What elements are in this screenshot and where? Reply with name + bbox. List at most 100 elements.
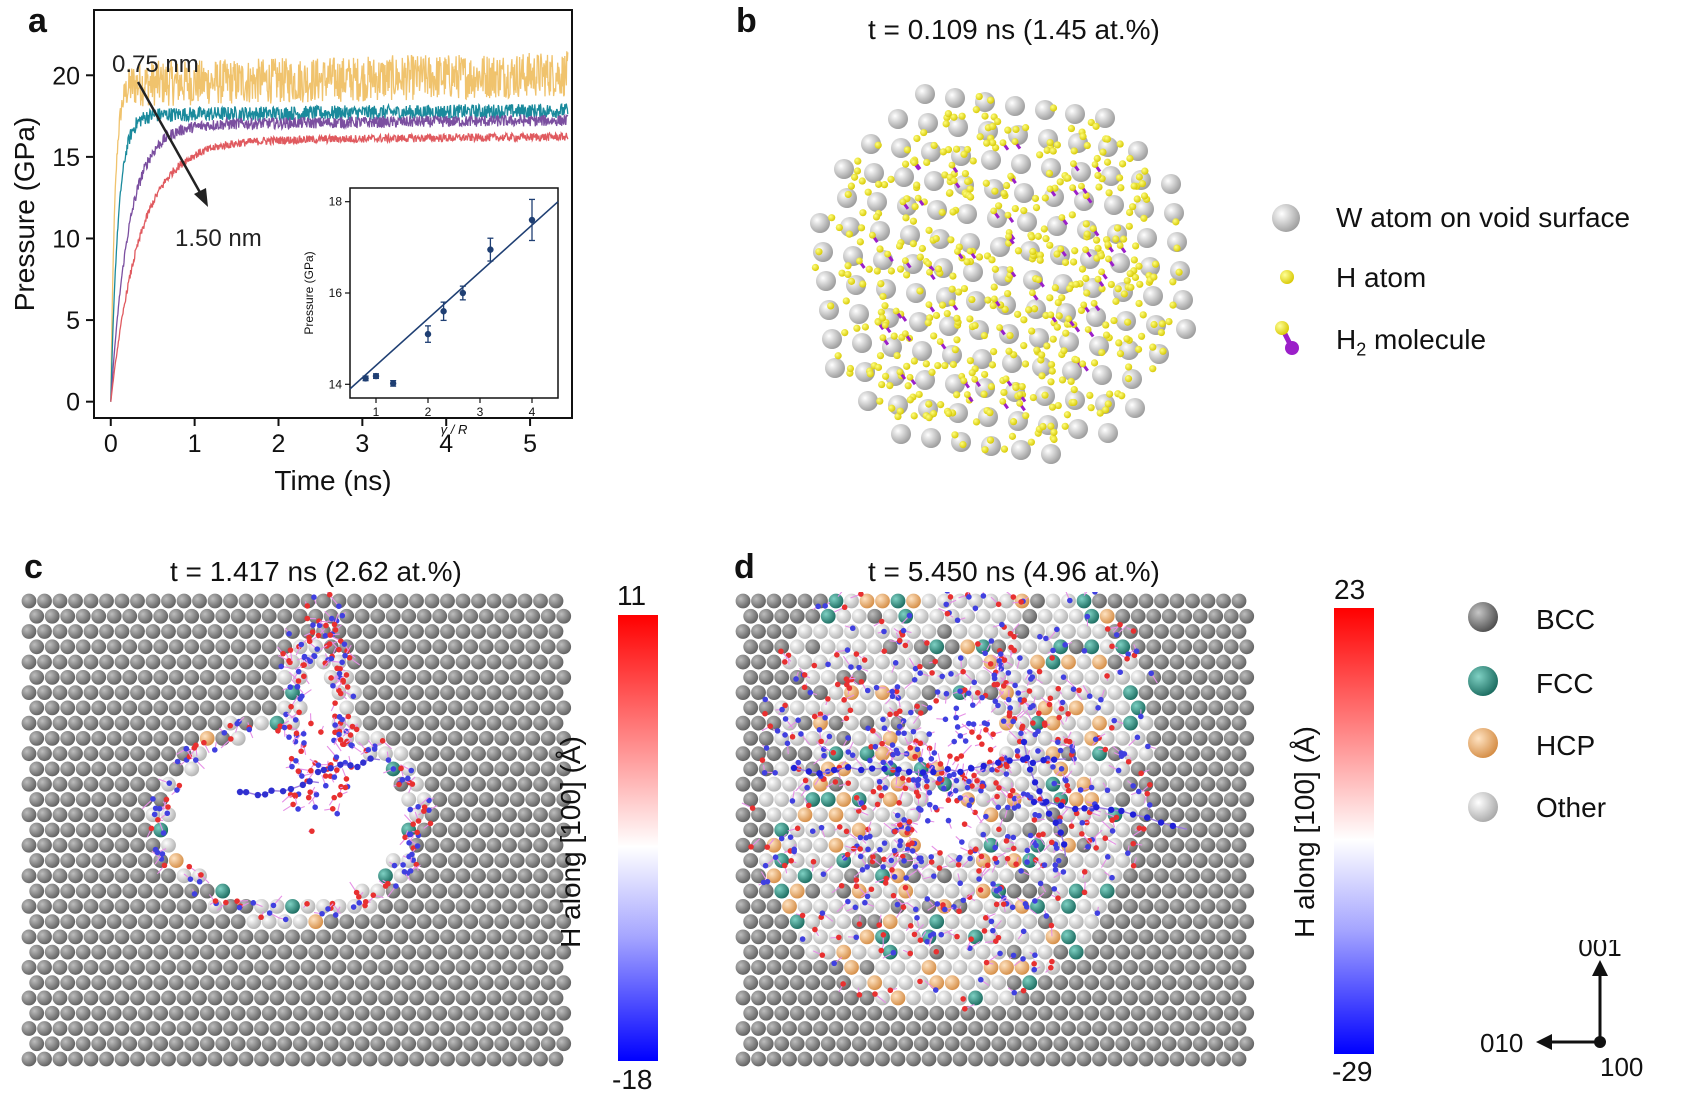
lattice-atom <box>76 731 91 746</box>
lattice-atom <box>1162 884 1177 899</box>
lattice-atom <box>425 594 440 609</box>
lattice-atom <box>68 624 83 639</box>
lattice-atom <box>223 655 238 670</box>
lattice-atom <box>1022 609 1037 624</box>
lattice-atom <box>37 929 52 944</box>
lattice-atom <box>1100 914 1115 929</box>
lattice-atom <box>262 670 277 685</box>
lattice-atom <box>425 1021 440 1036</box>
lattice-atom <box>448 731 463 746</box>
lattice-atom <box>316 991 331 1006</box>
lattice-atom <box>76 945 91 960</box>
h-atom-dot <box>1015 690 1021 696</box>
h-atom-dot <box>331 795 337 801</box>
h-chain-atom <box>957 769 963 775</box>
h-atom <box>1099 148 1106 155</box>
lattice-atom <box>254 655 269 670</box>
lattice-atom <box>425 899 440 914</box>
h2-atom <box>926 301 933 308</box>
h-atom <box>945 110 952 117</box>
lattice-atom <box>76 1036 91 1051</box>
lattice-atom <box>84 777 99 792</box>
w-atom <box>816 271 836 291</box>
lattice-atom <box>84 807 99 822</box>
lattice-atom <box>45 700 60 715</box>
lattice-atom <box>262 1036 277 1051</box>
h-atom-dot <box>340 678 346 684</box>
lattice-atom <box>736 991 751 1006</box>
h-atom-dot <box>289 764 295 770</box>
h-atom-dot <box>318 729 324 735</box>
h-atom <box>1094 155 1101 162</box>
h-atom-dot <box>278 664 284 670</box>
h-atom <box>1132 242 1139 249</box>
lattice-atom <box>991 1006 1006 1021</box>
h-atom-dot <box>917 670 923 676</box>
h-atom-dot <box>282 725 288 731</box>
lattice-atom <box>146 868 161 883</box>
lattice-atom <box>401 914 416 929</box>
lattice-atom <box>782 929 797 944</box>
h-atom-dot <box>337 666 343 672</box>
lattice-atom <box>487 716 502 731</box>
h-chain-atom <box>980 763 986 769</box>
lattice-atom <box>60 731 75 746</box>
lattice-atom <box>852 609 867 624</box>
h-atom-dot <box>298 748 304 754</box>
h-atom-dot <box>294 731 300 737</box>
lattice-atom <box>22 746 37 761</box>
lattice-atom <box>1123 716 1138 731</box>
lattice-atom <box>169 853 184 868</box>
h-atom-dot <box>1011 594 1017 600</box>
lattice-atom <box>852 1006 867 1021</box>
h-atom <box>1050 429 1057 436</box>
lattice-atom <box>161 1052 176 1067</box>
lattice-atom <box>177 929 192 944</box>
lattice-atom <box>1170 746 1185 761</box>
h-atom <box>877 352 884 359</box>
h-atom-dot <box>339 659 345 665</box>
lattice-atom <box>432 670 447 685</box>
lattice-atom <box>813 1052 828 1067</box>
y-tick-label: 15 <box>52 144 80 172</box>
h-atom <box>1125 363 1132 370</box>
lattice-atom <box>301 960 316 975</box>
lattice-atom <box>945 945 960 960</box>
lattice-atom <box>1139 899 1154 914</box>
lattice-atom <box>510 670 525 685</box>
lattice-atom <box>76 1006 91 1021</box>
lattice-atom <box>549 1052 564 1067</box>
h-atom-dot <box>955 617 961 623</box>
lattice-atom <box>29 639 44 654</box>
lattice-atom <box>91 823 106 838</box>
inset-frame <box>350 188 558 398</box>
h-atom-dot <box>966 721 972 727</box>
lattice-atom <box>790 609 805 624</box>
lattice-atom <box>107 792 122 807</box>
lattice-atom <box>1061 1052 1076 1067</box>
lattice-atom <box>1123 929 1138 944</box>
lattice-atom <box>533 655 548 670</box>
lattice-atom <box>45 884 60 899</box>
lattice-atom <box>502 899 517 914</box>
lattice-atom <box>29 853 44 868</box>
lattice-atom <box>223 594 238 609</box>
lattice-atom <box>968 899 983 914</box>
lattice-atom <box>215 639 230 654</box>
lattice-atom <box>1061 929 1076 944</box>
lattice-atom <box>759 914 774 929</box>
h-atom-dot <box>857 846 863 852</box>
lattice-atom <box>409 899 424 914</box>
lattice-atom <box>456 716 471 731</box>
h-atom-dot <box>250 900 256 906</box>
lattice-atom <box>1208 975 1223 990</box>
h-atom <box>1028 439 1035 446</box>
lattice-atom <box>339 700 354 715</box>
lattice-atom <box>130 777 145 792</box>
lattice-atom <box>743 884 758 899</box>
h-atom <box>972 322 979 329</box>
lattice-atom <box>29 670 44 685</box>
h-atom-dot <box>933 949 939 955</box>
lattice-atom <box>1239 792 1254 807</box>
h-chain-atom <box>1006 757 1012 763</box>
